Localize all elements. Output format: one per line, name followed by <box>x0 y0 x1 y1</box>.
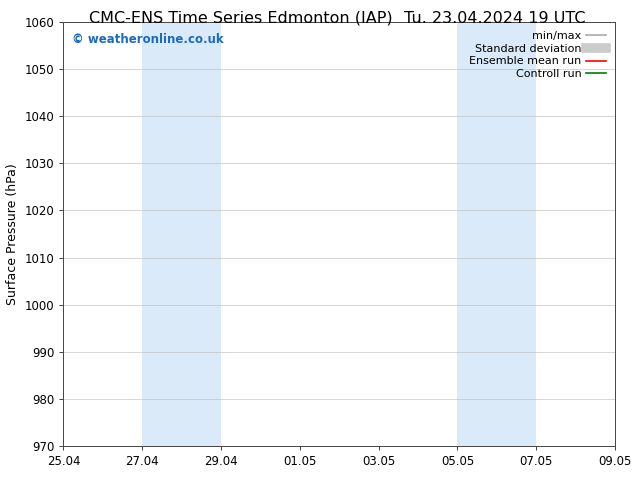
Legend: min/max, Standard deviation, Ensemble mean run, Controll run: min/max, Standard deviation, Ensemble me… <box>466 27 609 83</box>
Y-axis label: Surface Pressure (hPa): Surface Pressure (hPa) <box>6 163 19 305</box>
Bar <box>457 22 536 446</box>
Text: CMC-ENS Time Series Edmonton (IAP): CMC-ENS Time Series Edmonton (IAP) <box>89 11 392 26</box>
Text: Tu. 23.04.2024 19 UTC: Tu. 23.04.2024 19 UTC <box>404 11 585 26</box>
Bar <box>142 22 221 446</box>
Text: © weatheronline.co.uk: © weatheronline.co.uk <box>72 33 223 46</box>
